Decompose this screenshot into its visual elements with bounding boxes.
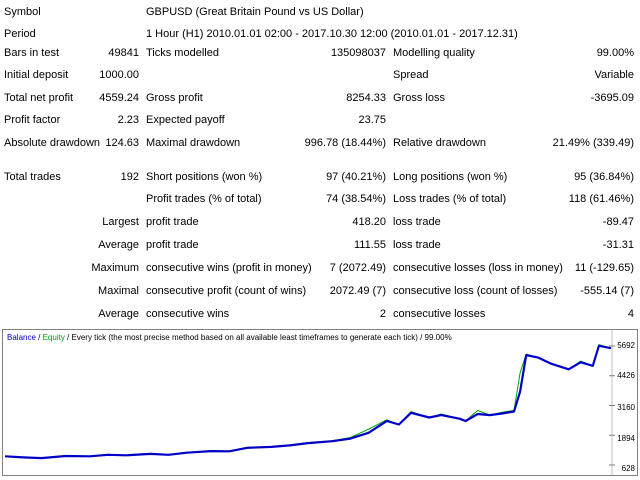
absdd-label: Absolute drawdown — [4, 137, 101, 149]
equity-line — [4, 344, 612, 459]
largest-label: Largest — [102, 216, 139, 228]
netprofit-value: 4559.24 — [99, 92, 139, 104]
max-cons-wins-value: 7 (2072.49) — [329, 262, 386, 274]
average-loss-value: -31.31 — [602, 239, 634, 251]
legend-description: / Every tick (the most precise method ba… — [64, 333, 452, 342]
ltrades-label: Loss trades (% of total) — [393, 193, 507, 205]
quality-value: 99.00% — [596, 47, 634, 59]
deposit-value: 1000.00 — [99, 69, 139, 81]
legend-sep: / — [35, 333, 43, 342]
largest-profit-value: 418.20 — [352, 216, 386, 228]
maximal-label: Maximal — [98, 285, 139, 297]
chart-legend: Balance / Equity / Every tick (the most … — [7, 333, 452, 342]
short-label: Short positions (won %) — [146, 171, 263, 183]
long-label: Long positions (won %) — [393, 171, 508, 183]
absdd-value: 124.63 — [105, 137, 139, 149]
grossloss-label: Gross loss — [393, 92, 445, 104]
y-tick-label: 5692 — [617, 341, 635, 350]
max-cons-losses-label: consecutive losses (loss in money) — [393, 262, 563, 274]
average-cons-label: Average — [98, 308, 139, 320]
long-value: 95 (36.84%) — [574, 171, 634, 183]
average-label: Average — [98, 239, 139, 251]
ticks-value: 135098037 — [330, 47, 386, 59]
max-cons-wins-label: consecutive wins (profit in money) — [146, 262, 312, 274]
max-cons-losses-value: 11 (-129.65) — [574, 262, 634, 274]
grossprofit-value: 8254.33 — [346, 92, 386, 104]
spread-value: Variable — [594, 69, 634, 81]
payoff-label: Expected payoff — [146, 114, 225, 126]
ptrades-value: 74 (38.54%) — [326, 193, 386, 205]
payoff-value: 23.75 — [358, 114, 386, 126]
maximum-label: Maximum — [91, 262, 139, 274]
balance-equity-chart: Balance / Equity / Every tick (the most … — [2, 329, 638, 476]
average-loss-label: loss trade — [393, 239, 441, 251]
reldd-value: 21.49% (339.49) — [552, 137, 634, 149]
grossloss-value: -3695.09 — [590, 92, 634, 104]
legend-equity: Equity — [42, 333, 65, 342]
symbol-value: GBPUSD (Great Britain Pound vs US Dollar… — [146, 6, 364, 18]
maximal-cons-loss-label: consecutive loss (count of losses) — [393, 285, 558, 297]
balance-line — [4, 344, 612, 460]
average-cons-wins-value: 2 — [379, 308, 386, 320]
legend-balance: Balance — [7, 333, 36, 342]
reldd-label: Relative drawdown — [393, 137, 486, 149]
quality-label: Modelling quality — [393, 47, 475, 59]
bars-value: 49841 — [108, 47, 139, 59]
y-tick-label: 1894 — [617, 434, 635, 443]
largest-profit-label: profit trade — [146, 216, 199, 228]
average-profit-label: profit trade — [146, 239, 199, 251]
maxdd-label: Maximal drawdown — [146, 137, 241, 149]
chart-svg — [4, 330, 615, 475]
pf-label: Profit factor — [4, 114, 61, 126]
maxdd-value: 996.78 (18.44%) — [304, 137, 386, 149]
average-cons-wins-label: consecutive wins — [146, 308, 230, 320]
average-cons-losses-value: 4 — [627, 308, 634, 320]
ptrades-label: Profit trades (% of total) — [146, 193, 262, 205]
maximal-cons-profit-label: consecutive profit (count of wins) — [146, 285, 307, 297]
spread-label: Spread — [393, 69, 429, 81]
largest-loss-label: loss trade — [393, 216, 441, 228]
average-profit-value: 111.55 — [353, 239, 386, 251]
y-tick-label: 4426 — [617, 371, 635, 380]
ltrades-value: 118 (61.46%) — [568, 193, 634, 205]
maximal-cons-loss-value: -555.14 (7) — [580, 285, 634, 297]
y-tick-label: 628 — [621, 464, 635, 473]
period-label: Period — [4, 28, 36, 40]
netprofit-label: Total net profit — [4, 92, 74, 104]
period-value: 1 Hour (H1) 2010.01.01 02:00 - 2017.10.3… — [146, 28, 518, 40]
grossprofit-label: Gross profit — [146, 92, 203, 104]
trades-label: Total trades — [4, 171, 61, 183]
bars-label: Bars in test — [4, 47, 60, 59]
deposit-label: Initial deposit — [4, 69, 69, 81]
symbol-label: Symbol — [4, 6, 41, 18]
pf-value: 2.23 — [117, 114, 139, 126]
ticks-label: Ticks modelled — [146, 47, 219, 59]
maximal-cons-profit-value: 2072.49 (7) — [329, 285, 386, 297]
trades-value: 192 — [120, 171, 139, 183]
y-tick-label: 3160 — [617, 403, 635, 412]
short-value: 97 (40.21%) — [326, 171, 386, 183]
largest-loss-value: -89.47 — [602, 216, 634, 228]
average-cons-losses-label: consecutive losses — [393, 308, 486, 320]
